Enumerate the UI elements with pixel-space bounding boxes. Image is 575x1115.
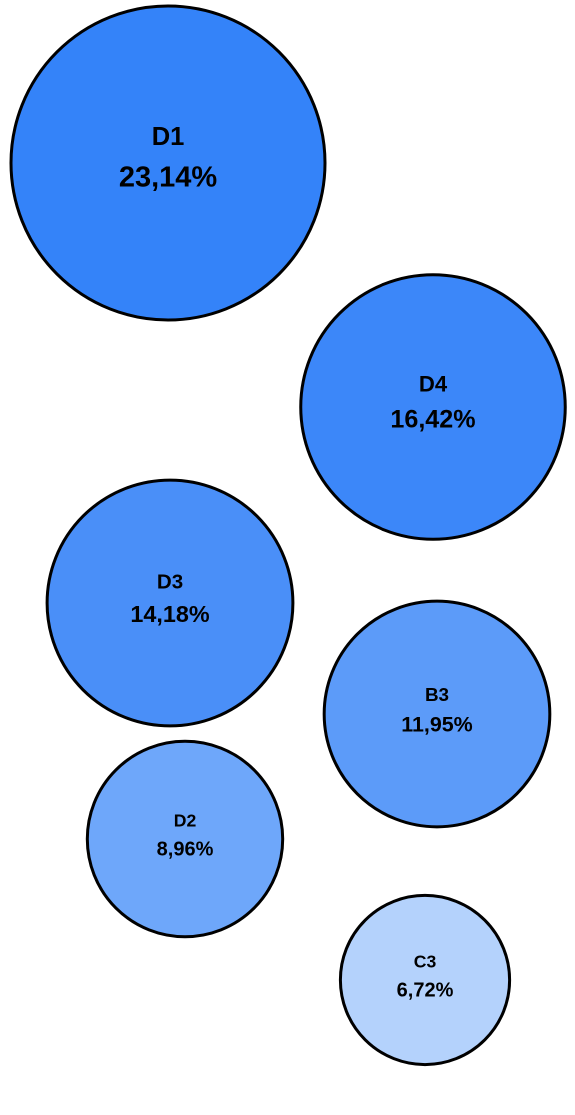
bubble-d4: D4 16,42% xyxy=(299,273,567,541)
bubble-circle-b3 xyxy=(322,599,552,829)
bubble-category-label-d4: D4 xyxy=(419,371,448,396)
bubble-value-label-b3: 11,95% xyxy=(401,712,472,736)
bubble-d3: D3 14,18% xyxy=(45,478,295,728)
bubble-d2: D2 8,96% xyxy=(85,739,285,939)
bubble-value-label-d4: 16,42% xyxy=(390,405,475,433)
bubble-category-label-c3: C3 xyxy=(414,952,437,972)
bubble-circle-d1 xyxy=(9,4,327,322)
bubble-circle-d2 xyxy=(85,739,285,939)
bubble-c3: C3 6,72% xyxy=(338,893,512,1067)
bubble-value-label-d2: 8,96% xyxy=(157,838,214,860)
bubble-category-label-b3: B3 xyxy=(425,684,449,705)
bubble-value-label-d1: 23,14% xyxy=(119,162,218,194)
bubble-circle-c3 xyxy=(338,893,512,1067)
bubble-category-label-d1: D1 xyxy=(152,123,185,151)
bubble-value-label-d3: 14,18% xyxy=(130,601,209,627)
bubble-value-label-c3: 6,72% xyxy=(397,979,454,1001)
bubble-d1: D1 23,14% xyxy=(9,4,327,322)
bubble-circle-d3 xyxy=(45,478,295,728)
bubble-circle-d4 xyxy=(299,273,567,541)
bubble-b3: B3 11,95% xyxy=(322,599,552,829)
bubble-category-label-d3: D3 xyxy=(157,571,183,594)
bubble-category-label-d2: D2 xyxy=(174,811,197,831)
